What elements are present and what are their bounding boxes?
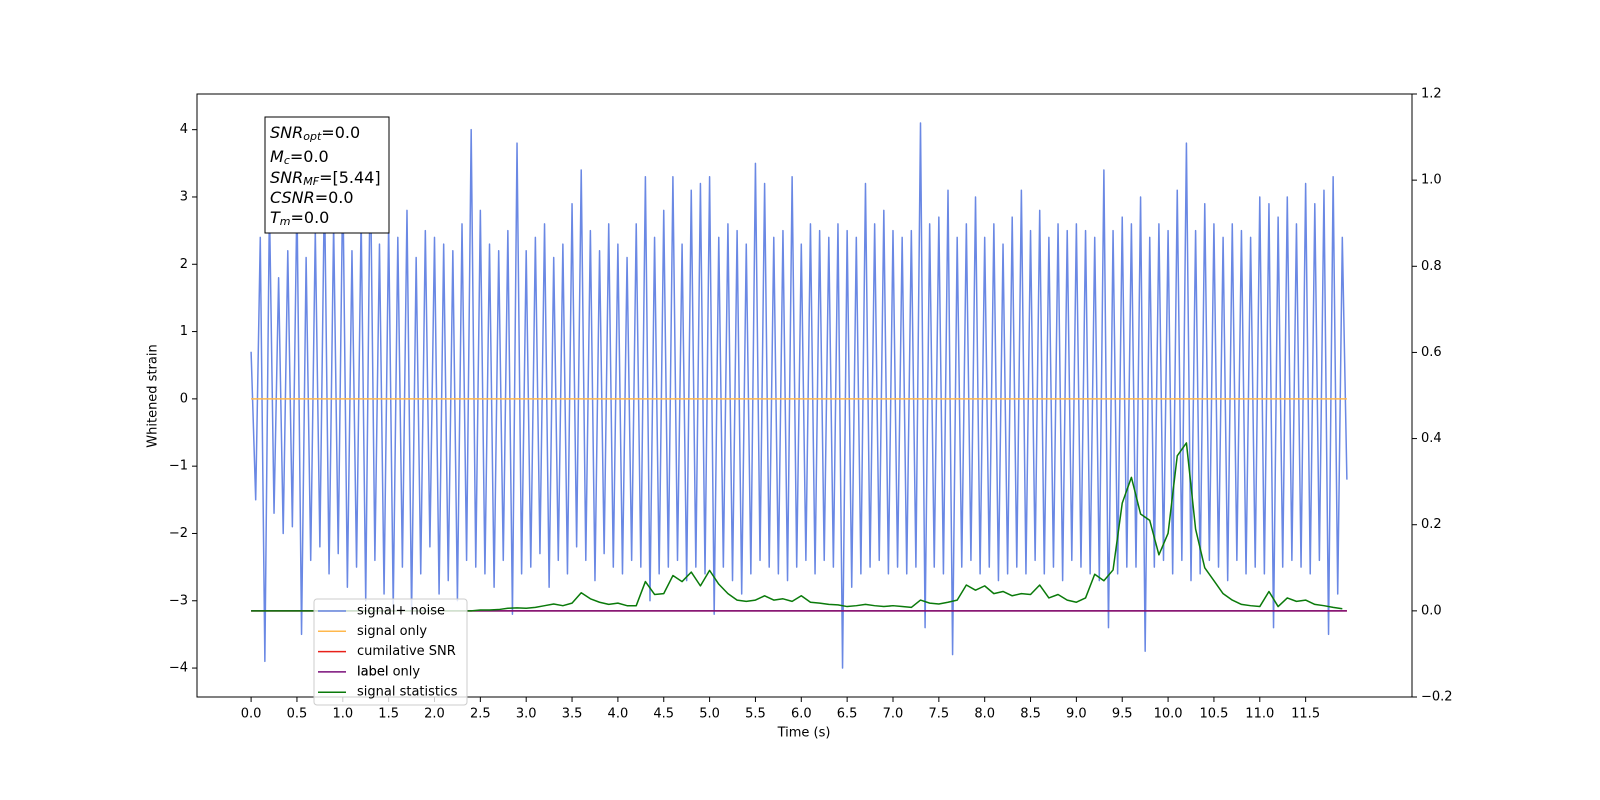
stat-subscript: opt (303, 130, 322, 143)
x-tick-label: 5.5 (745, 707, 766, 722)
x-tick-label: 3.5 (562, 707, 583, 722)
x-tick-label: 2.5 (470, 707, 491, 722)
y2-tick-label: 0.8 (1421, 259, 1442, 274)
x-tick-label: 9.5 (1112, 707, 1133, 722)
series-line (250, 122, 1348, 669)
x-tick-label: 1.5 (378, 707, 399, 722)
legend-label: signal+ noise (357, 604, 445, 619)
x-tick-label: 3.0 (516, 707, 537, 722)
stat-symbol: SNR (270, 168, 303, 187)
x-tick-label: 6.5 (837, 707, 858, 722)
stat-line: Mc=0.0 (270, 147, 329, 168)
legend-label: signal statistics (357, 685, 458, 700)
x-tick-label: 4.5 (653, 707, 674, 722)
legend-label: signal only (357, 624, 427, 639)
y-tick-label: 0 (180, 391, 188, 406)
stat-line: SNRopt=0.0 (270, 123, 360, 144)
x-tick-label: 10.0 (1154, 707, 1183, 722)
x-tick-label: 0.0 (241, 707, 262, 722)
stat-value: =0.0 (315, 188, 354, 207)
stat-line: CSNR=0.0 (270, 188, 354, 207)
stat-subscript: m (280, 215, 291, 228)
plot-frame (196, 93, 1413, 698)
y2-tick-label: 0.6 (1421, 345, 1442, 360)
x-tick-label: 4.0 (608, 707, 629, 722)
stat-symbol: CSNR (270, 188, 315, 207)
y2-tick-label: 1.2 (1421, 87, 1442, 102)
stat-value: =0.0 (321, 123, 360, 142)
x-axis-label: Time (s) (777, 726, 831, 741)
stat-subscript: c (284, 154, 290, 167)
stat-value: =0.0 (291, 208, 330, 227)
stats-box (264, 116, 390, 234)
x-tick-label: 8.5 (1020, 707, 1041, 722)
stat-line: Tm=0.0 (270, 208, 329, 229)
x-tick-label: 1.0 (332, 707, 353, 722)
x-tick-label: 6.0 (791, 707, 812, 722)
y-tick-label: −3 (169, 593, 188, 608)
x-tick-label: 7.5 (928, 707, 949, 722)
stat-symbol: SNR (270, 123, 303, 142)
y-axis-label: Whitened strain (146, 344, 161, 447)
stat-symbol: T (270, 208, 281, 227)
y2-tick-label: 0.4 (1421, 431, 1442, 446)
y-tick-label: 3 (180, 189, 188, 204)
x-tick-label: 11.5 (1291, 707, 1320, 722)
legend-label: cumilative SNR (357, 644, 456, 659)
stat-value: =0.0 (290, 147, 329, 166)
x-tick-label: 9.0 (1066, 707, 1087, 722)
x-tick-label: 2.0 (424, 707, 445, 722)
legend-label: label (357, 664, 388, 679)
x-tick-label: 8.0 (974, 707, 995, 722)
y-tick-label: −4 (169, 661, 188, 676)
stat-line: SNRMF=[5.44] (270, 168, 381, 189)
y-tick-label: −2 (169, 526, 188, 541)
y-tick-label: 1 (180, 324, 188, 339)
y-tick-label: 4 (180, 122, 188, 137)
x-tick-label: 11.0 (1245, 707, 1274, 722)
y2-tick-label: 0.0 (1421, 603, 1442, 618)
stat-symbol: M (270, 147, 284, 166)
stat-value: =[5.44] (319, 168, 381, 187)
y2-tick-label: 0.2 (1421, 517, 1442, 532)
y-tick-label: −1 (169, 459, 188, 474)
y-tick-label: 2 (180, 257, 188, 272)
x-tick-label: 5.0 (699, 707, 720, 722)
x-tick-label: 7.0 (883, 707, 904, 722)
stat-subscript: MF (303, 175, 319, 188)
x-tick-label: 10.5 (1199, 707, 1228, 722)
legend-box (313, 598, 468, 706)
y2-tick-label: 1.0 (1421, 173, 1442, 188)
legend-overlap-text: label only (357, 665, 420, 680)
x-tick-label: 0.5 (287, 707, 308, 722)
y2-tick-label: −0.2 (1421, 690, 1453, 705)
